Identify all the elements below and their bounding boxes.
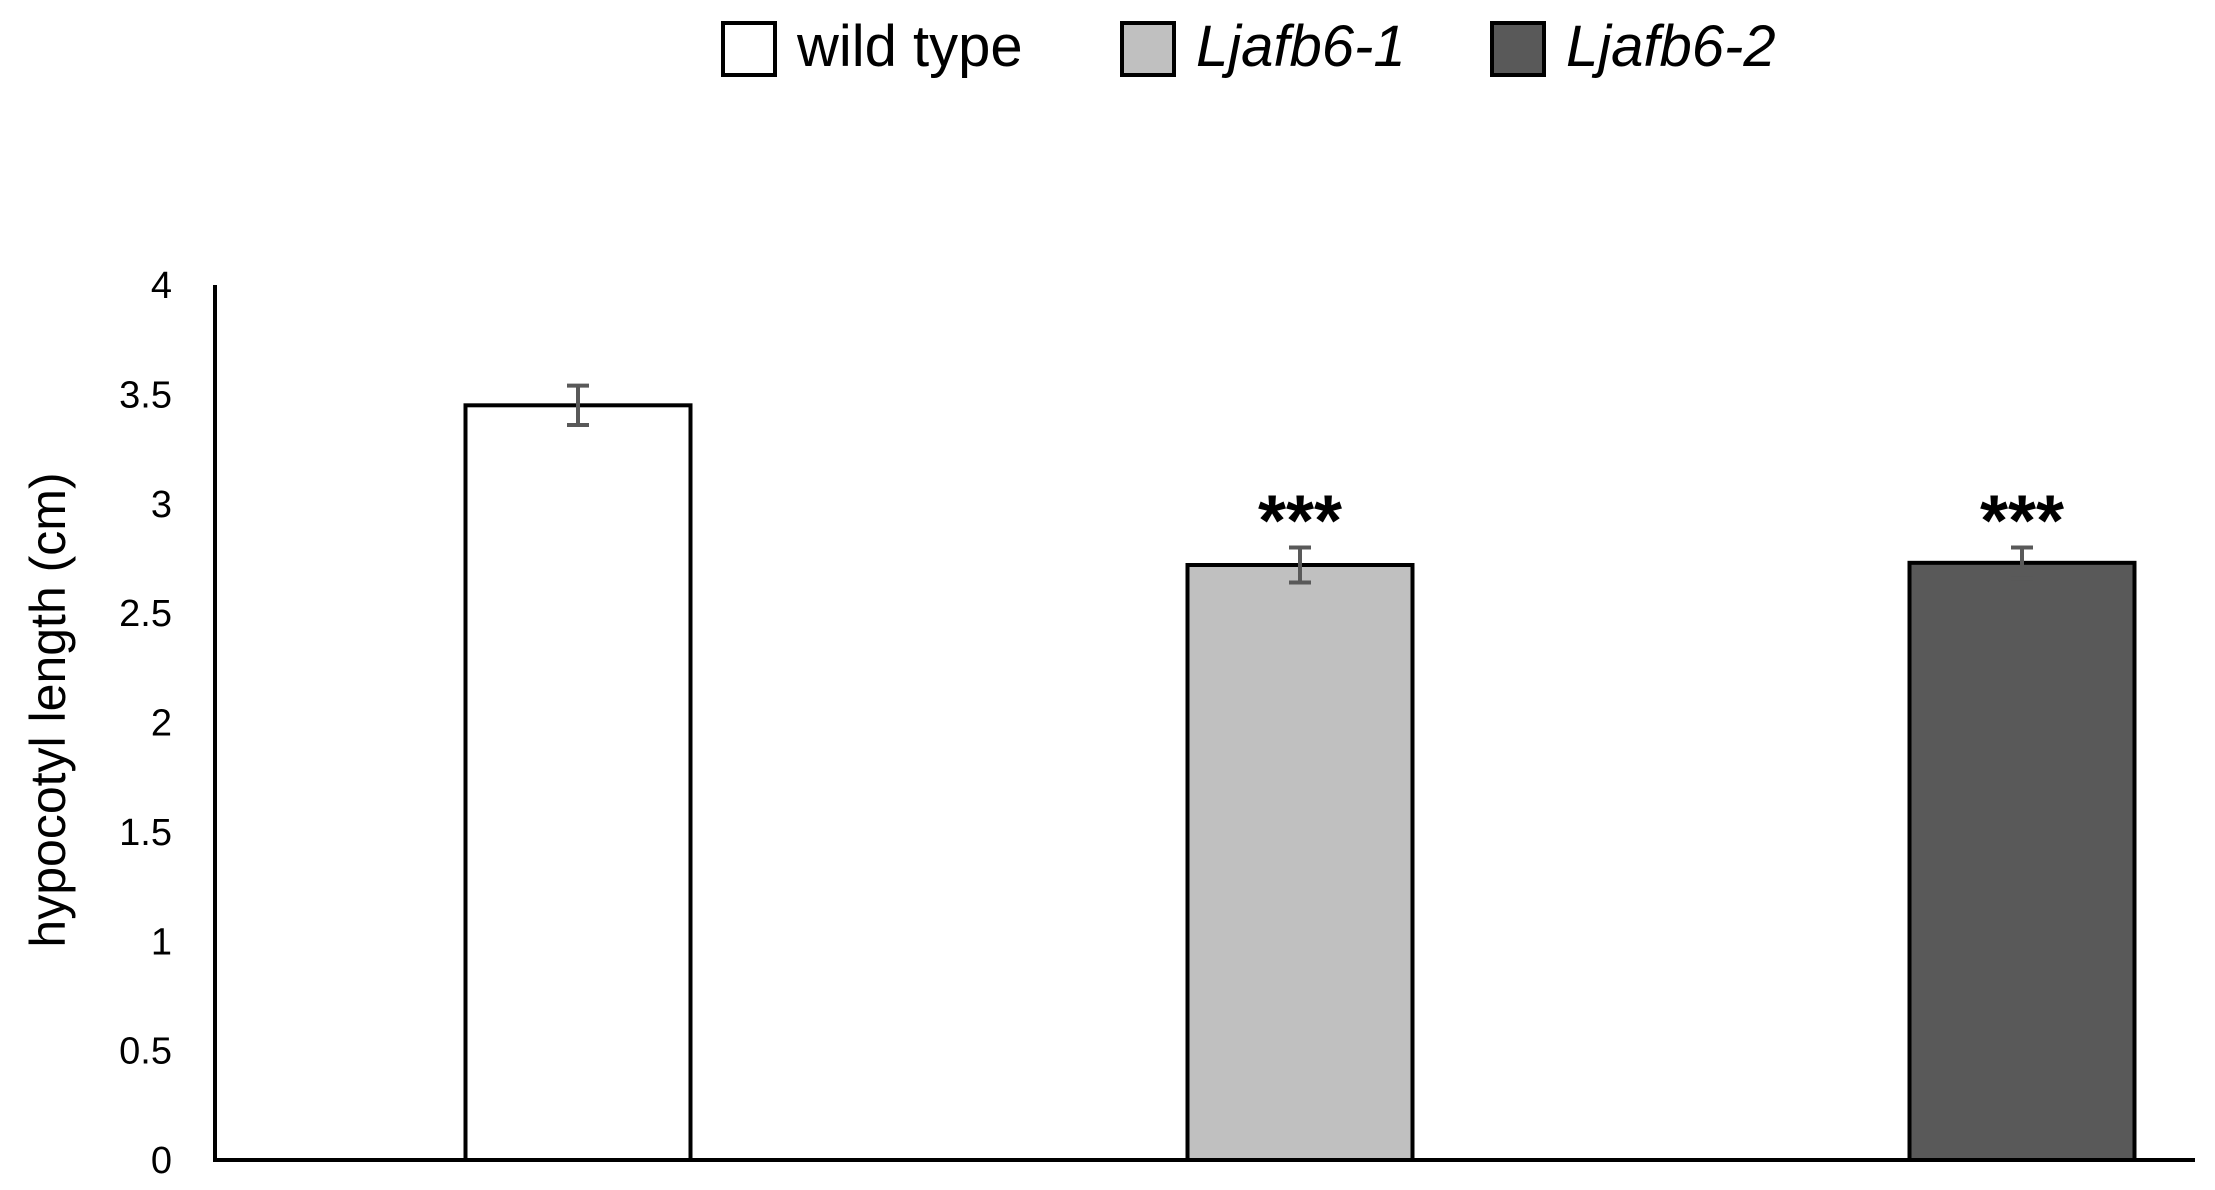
legend-item: wild type bbox=[721, 14, 1023, 79]
y-tick-label: 2 bbox=[151, 703, 172, 745]
legend-item: Ljafb6-1 bbox=[1120, 14, 1406, 79]
legend-swatch bbox=[721, 21, 777, 77]
y-tick-label: 3 bbox=[151, 484, 172, 526]
y-axis-ticks: 0 0.5 1 1.5 2 2.5 3 3.5 4 bbox=[119, 265, 172, 1182]
legend: wild type Ljafb6-1 Ljafb6-2 bbox=[721, 14, 1776, 79]
legend-item: Ljafb6-2 bbox=[1490, 14, 1776, 79]
y-tick-label: 0 bbox=[151, 1140, 172, 1182]
y-tick-label: 1 bbox=[151, 921, 172, 963]
y-tick-label: 1.5 bbox=[119, 812, 172, 854]
y-tick-label: 0.5 bbox=[119, 1031, 172, 1073]
bar bbox=[1185, 563, 1415, 1162]
legend-label: Ljafb6-1 bbox=[1196, 14, 1406, 79]
bars: *** *** bbox=[463, 383, 2137, 1162]
legend-swatch bbox=[1120, 21, 1176, 77]
legend-label: wild type bbox=[796, 14, 1023, 79]
bar bbox=[463, 403, 693, 1162]
legend-label: Ljafb6-2 bbox=[1566, 14, 1776, 79]
y-tick-label: 2.5 bbox=[119, 593, 172, 635]
legend-swatch bbox=[1490, 21, 1546, 77]
y-axis-title: hypocotyl length (cm) bbox=[20, 472, 76, 947]
y-tick-label: 3.5 bbox=[119, 374, 172, 416]
significance-label: *** bbox=[1980, 482, 2064, 562]
y-tick-label: 4 bbox=[151, 265, 172, 307]
significance-label: *** bbox=[1258, 482, 1342, 562]
bar bbox=[1907, 560, 2137, 1162]
